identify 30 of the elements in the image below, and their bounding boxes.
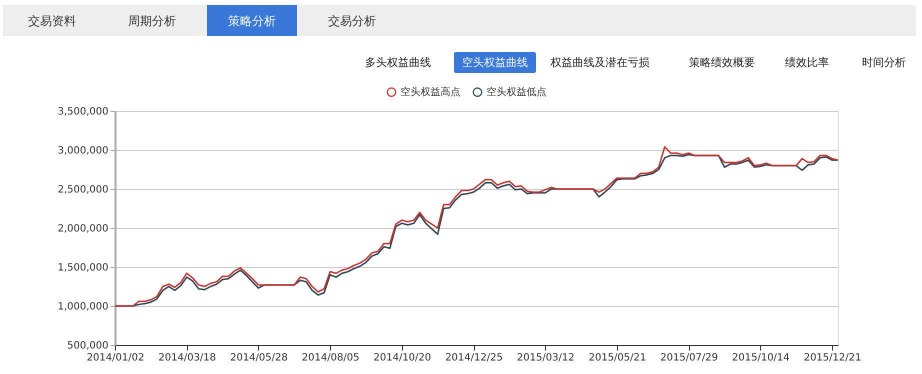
y-tick-label: 2,500,000 — [58, 184, 108, 196]
y-tick-label: 1,500,000 — [58, 262, 108, 274]
text: 绩效比率 — [785, 56, 829, 69]
text: 时间分析 — [862, 56, 906, 69]
x-tick-label: 2014/12/25 — [445, 352, 503, 364]
y-tick-label: 1,000,000 — [58, 302, 108, 312]
x-tick-label: 2015/03/12 — [516, 352, 575, 364]
legend-label: 空头权益高点 — [400, 86, 460, 98]
y-tick-label: 3,000,000 — [58, 146, 108, 156]
x-tick-label: 2014/03/18 — [158, 352, 216, 364]
text: 周期分析 — [128, 14, 176, 28]
y-tick-label: 500,000 — [67, 340, 108, 352]
x-tick-label: 2014/01/02 — [86, 352, 144, 364]
x-tick-label: 2015/10/14 — [732, 352, 790, 364]
x-tick-label: 2015/05/21 — [588, 352, 646, 364]
x-tick-label: 2014/08/05 — [302, 352, 360, 364]
text: 策略分析 — [228, 14, 276, 28]
text: 策略绩效概要 — [689, 56, 755, 69]
text: 权益曲线及潜在亏损 — [550, 56, 650, 69]
x-tick-label: 2015/12/21 — [804, 352, 862, 364]
x-tick-label: 2014/05/28 — [230, 352, 288, 364]
text: 多头权益曲线 — [365, 56, 431, 69]
x-tick-label: 2015/07/29 — [660, 352, 718, 364]
y-tick-label: 3,500,000 — [58, 106, 108, 118]
x-tick-label: 2014/10/20 — [373, 352, 432, 364]
text: 交易资料 — [28, 14, 76, 28]
text: 交易分析 — [328, 14, 376, 28]
text: 空头权益曲线 — [462, 56, 528, 69]
y-tick-label: 2,000,000 — [58, 224, 108, 234]
legend-label: 空头权益低点 — [486, 86, 546, 98]
